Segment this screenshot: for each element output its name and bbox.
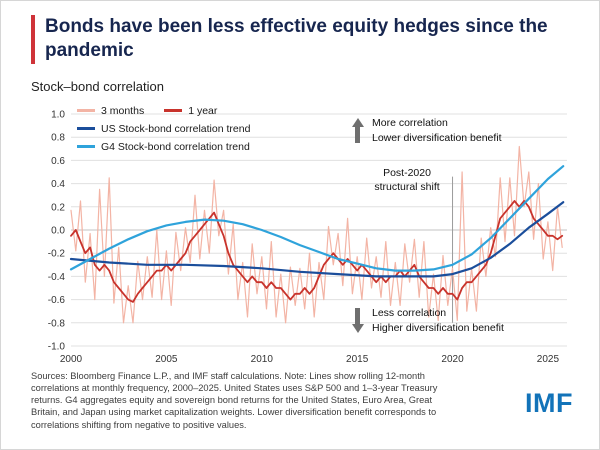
y-axis-tick-label: -0.2 — [48, 248, 66, 259]
y-axis-tick-label: -0.8 — [48, 318, 66, 329]
legend-item-3-months: 3 months — [77, 105, 144, 117]
post-2020-line1: Post-2020 — [383, 166, 431, 179]
source-note: Sources: Bloomberg Finance L.P., and IMF… — [31, 370, 438, 430]
less-correlation-annotation: Less correlation Higher diversification … — [351, 306, 504, 336]
chart-legend: 3 months 1 year US Stock-bond correlatio… — [77, 104, 250, 158]
y-axis-tick-label: 0.0 — [51, 225, 65, 236]
x-axis-tick-label: 2015 — [346, 354, 369, 365]
less-correlation-line1: Less correlation — [372, 306, 447, 319]
series-3 months — [70, 145, 563, 324]
less-correlation-line2: Higher diversification benefit — [372, 321, 504, 334]
x-axis-tick-label: 2005 — [155, 354, 178, 365]
legend-label-3-months: 3 months — [101, 104, 145, 117]
y-axis-tick-label: -1.0 — [48, 341, 66, 352]
y-axis-tick-label: 0.4 — [51, 179, 65, 190]
x-axis-tick-label: 2025 — [537, 354, 560, 365]
legend-label-1-year: 1 year — [188, 104, 218, 117]
series-G4 Stock-bond correlation trend — [69, 164, 565, 272]
post-2020-shift-annotation: Post-2020 structural shift — [363, 166, 451, 195]
more-correlation-line2: Lower diversification benefit — [372, 131, 502, 144]
legend-swatch-3-months — [77, 109, 95, 113]
legend-swatch-us-trend — [77, 127, 95, 131]
legend-row: G4 Stock-bond correlation trend — [77, 140, 250, 154]
chart-area: 1.0 0.8 0.6 0.4 0.2 0.0 -0.2 -0.4 -0.6 -0.8 -1.0 20… — [31, 102, 575, 368]
y-axis-tick-label: -0.6 — [48, 295, 66, 306]
legend-item-1-year: 1 year — [164, 105, 217, 117]
legend-label-g4-trend: G4 Stock-bond correlation trend — [101, 140, 250, 153]
y-axis-tick-label: -0.4 — [48, 272, 66, 283]
more-correlation-line1: More correlation — [372, 116, 448, 129]
x-axis-tick-label: 2010 — [251, 354, 274, 365]
title-accent-bar — [31, 15, 35, 64]
series-US Stock-bond correlation trend — [69, 200, 565, 278]
chart-subtitle: Stock–bond correlation — [31, 78, 164, 94]
more-correlation-annotation: More correlation Lower diversification b… — [351, 116, 502, 146]
more-correlation-text: More correlation Lower diversification b… — [372, 116, 502, 146]
x-axis-tick-label: 2000 — [60, 354, 83, 365]
y-axis-tick-label: 0.2 — [51, 202, 65, 213]
post-2020-line2: structural shift — [374, 181, 440, 194]
title-block: Bonds have been less effective equity he… — [31, 15, 573, 64]
chart-footer: Sources: Bloomberg Finance L.P., and IMF… — [31, 370, 573, 431]
legend-item-us-trend: US Stock-bond correlation trend — [77, 123, 250, 135]
legend-item-g4-trend: G4 Stock-bond correlation trend — [77, 141, 250, 153]
less-correlation-text: Less correlation Higher diversification … — [372, 306, 504, 336]
chart-title: Bonds have been less effective equity he… — [45, 16, 548, 62]
legend-row: 3 months 1 year — [77, 104, 250, 118]
y-axis-tick-label: 0.6 — [51, 156, 65, 167]
legend-label-us-trend: US Stock-bond correlation trend — [101, 122, 251, 135]
down-arrow-icon — [351, 307, 364, 333]
legend-swatch-g4-trend — [77, 145, 95, 149]
chart-svg: 1.0 0.8 0.6 0.4 0.2 0.0 -0.2 -0.4 -0.6 -0.8 -1.0 20… — [48, 109, 567, 365]
y-axis-tick-label: 0.8 — [51, 132, 65, 143]
x-axis-tick-label: 2020 — [441, 354, 464, 365]
series-1 year — [70, 199, 564, 303]
legend-swatch-1-year — [164, 109, 183, 113]
y-axis-tick-label: 1.0 — [51, 109, 65, 120]
legend-row: US Stock-bond correlation trend — [77, 122, 250, 136]
imf-logo: IMF — [525, 387, 573, 418]
up-arrow-icon — [351, 117, 364, 143]
